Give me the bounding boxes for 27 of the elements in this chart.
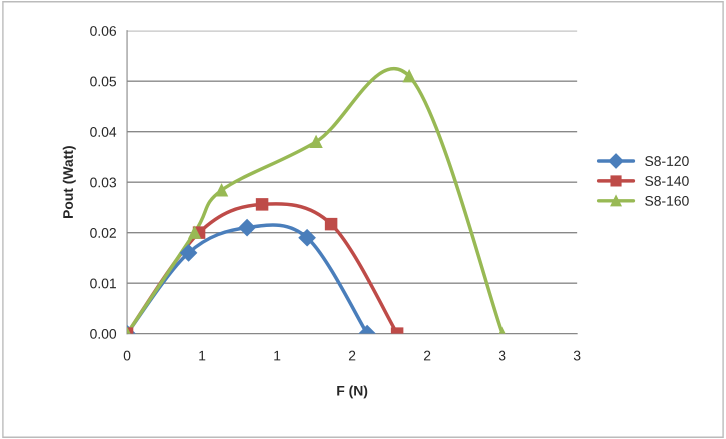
y-tick-label: 0.02: [90, 228, 116, 238]
y-tick-label: 0.06: [90, 26, 116, 36]
x-tick-label: 3: [574, 350, 580, 361]
point: [324, 218, 338, 230]
point: [180, 244, 198, 262]
x-tick-label: 2: [348, 350, 356, 360]
y-axis-title: Pout (Watt): [62, 146, 76, 218]
x-tick-label: 0: [124, 350, 130, 361]
legend-label: S8-120: [645, 156, 689, 166]
point: [310, 136, 322, 148]
point: [215, 184, 228, 197]
point: [298, 229, 316, 246]
x-axis-title: F (N): [337, 385, 368, 398]
y-tick-label: 0.04: [90, 127, 116, 137]
y-tick-label: 0.05: [90, 76, 116, 86]
y-tick-label: 0.00: [90, 328, 116, 339]
x-tick-label: 1: [274, 350, 280, 360]
legend-label: S8-140: [645, 176, 689, 186]
point: [188, 226, 201, 239]
legend-label: S8-160: [645, 196, 689, 206]
point: [238, 219, 256, 236]
y-tick-label: 0.03: [90, 178, 116, 188]
x-tick-label: 1: [199, 350, 206, 360]
x-tick-label: 3: [498, 350, 506, 361]
point: [256, 198, 268, 211]
x-tick-label: 2: [424, 350, 430, 360]
y-tick-label: 0.01: [90, 278, 116, 288]
